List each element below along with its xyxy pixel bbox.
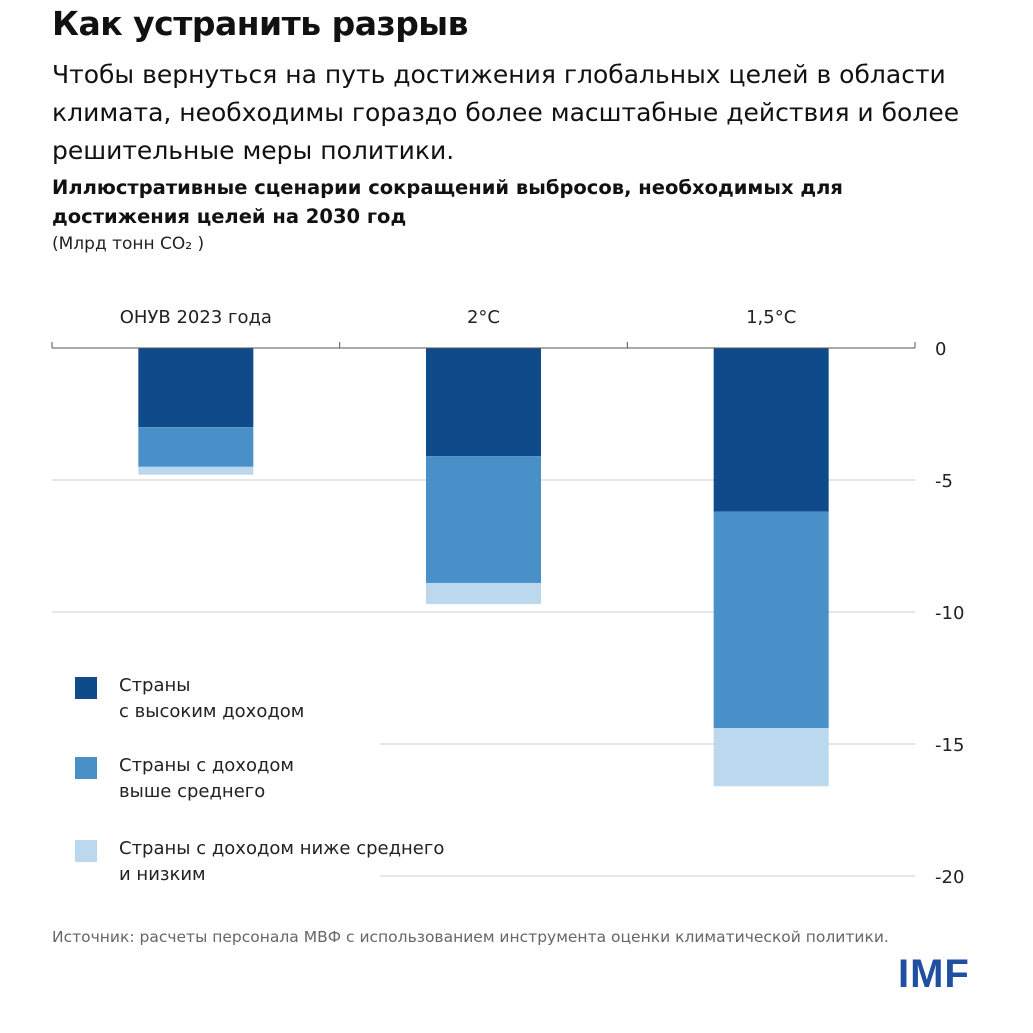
bar-segment xyxy=(713,511,829,729)
category-label: 1,5°C xyxy=(746,307,796,328)
chart-title: Иллюстративные сценарии сокращений выбро… xyxy=(52,176,843,228)
bar-segment xyxy=(138,427,254,467)
legend-label: выше среднего xyxy=(119,781,266,802)
bar-segment xyxy=(426,456,541,583)
y-tick-label: -5 xyxy=(935,471,953,492)
legend-label: и низким xyxy=(119,864,206,885)
bar-segment xyxy=(138,348,254,428)
bar-segment xyxy=(426,348,541,457)
category-label: 2°C xyxy=(467,307,500,328)
bar-segment xyxy=(138,466,254,475)
legend-label: Страны xyxy=(119,675,191,696)
page-title: Как устранить разрыв xyxy=(52,4,469,43)
legend-label: Страны с доходом xyxy=(119,755,294,776)
page-subtitle: Чтобы вернуться на путь достижения глоба… xyxy=(52,60,960,165)
bar-segment xyxy=(713,728,829,787)
legend-swatch xyxy=(75,677,97,699)
category-label: ОНУВ 2023 года xyxy=(120,307,272,328)
y-tick-label: 0 xyxy=(935,339,946,360)
bar-segment xyxy=(426,582,541,605)
legend-label: Страны с доходом ниже среднего xyxy=(119,838,445,859)
source-note: Источник: расчеты персонала МВФ с исполь… xyxy=(52,928,889,946)
y-tick-label: -10 xyxy=(935,603,964,624)
chart-unit: (Млрд тонн CO₂ ) xyxy=(52,234,205,254)
y-tick-label: -15 xyxy=(935,735,964,756)
imf-logo: IMF xyxy=(898,952,970,996)
y-tick-label: -20 xyxy=(935,867,964,888)
legend-swatch xyxy=(75,840,97,862)
bar-segment xyxy=(713,348,829,512)
legend-label: с высоким доходом xyxy=(119,701,305,722)
legend-swatch xyxy=(75,757,97,779)
